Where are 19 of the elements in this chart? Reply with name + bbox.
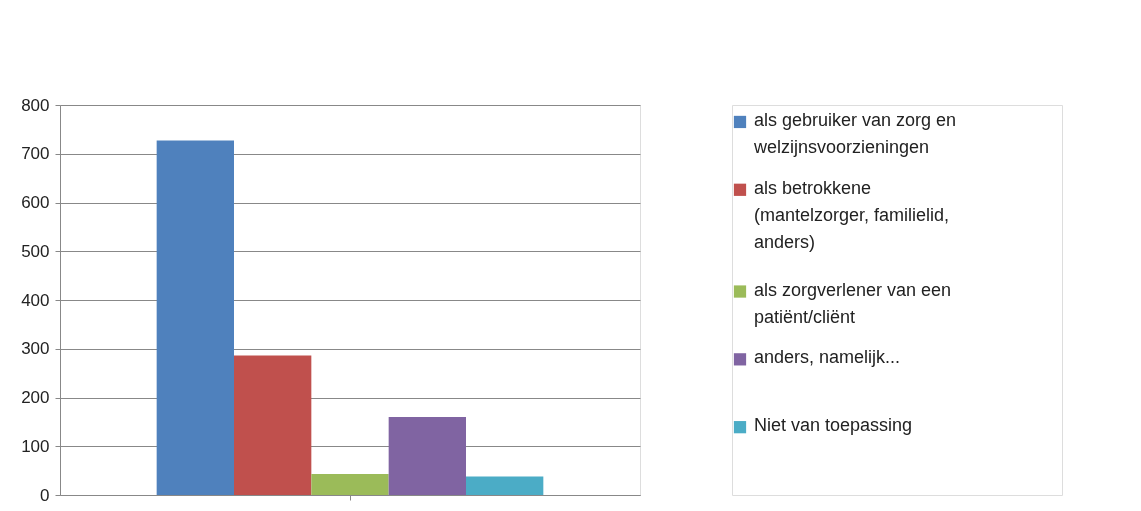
y-tick-label: 400 <box>21 290 50 310</box>
bar <box>234 355 312 495</box>
y-tick-label: 600 <box>21 193 50 212</box>
y-tick-label: 200 <box>21 388 50 407</box>
bar <box>156 140 234 495</box>
legend-label: anders, namelijk... <box>754 347 901 368</box>
y-tick-label: 0 <box>40 485 50 505</box>
legend-label: als betrokkene (mantelzorger, familielid, anders) <box>754 177 950 252</box>
legend-label: als zorgverlener van een patiënt/cliënt <box>754 279 952 327</box>
y-tick-label: 100 <box>21 436 50 456</box>
bar <box>311 474 389 495</box>
y-tick-label: 300 <box>21 339 50 359</box>
y-tick-label: 500 <box>21 241 50 261</box>
legend-label: Niet van toepassing <box>754 415 913 436</box>
legend-label: als gebruiker van zorg en welzijnsvoorzieningen <box>753 109 957 157</box>
bar <box>466 476 544 495</box>
y-tick-label: 800 <box>21 95 50 115</box>
y-tick-label: 700 <box>21 144 50 164</box>
bar <box>388 417 466 495</box>
